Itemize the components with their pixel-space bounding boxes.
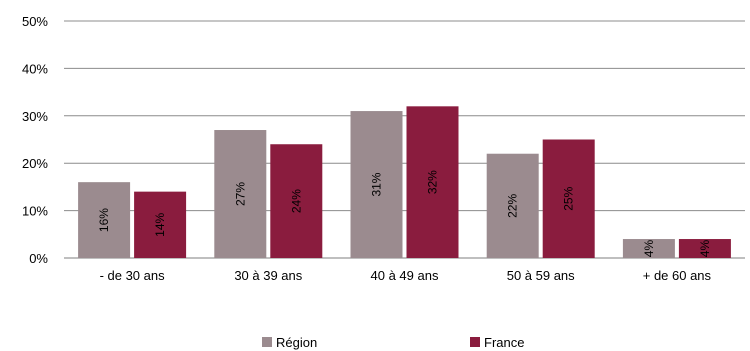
data-label: 27% — [233, 182, 247, 206]
data-label: 32% — [426, 170, 440, 194]
y-tick-label: 50% — [22, 14, 48, 29]
data-label: 22% — [506, 194, 520, 218]
data-label: 4% — [642, 240, 656, 258]
bar — [78, 182, 131, 258]
data-label: 4% — [698, 240, 712, 258]
legend-label: France — [484, 335, 524, 350]
data-label: 31% — [370, 172, 384, 196]
bar — [622, 239, 675, 258]
x-tick-label: 30 à 39 ans — [234, 268, 302, 283]
y-tick-label: 10% — [22, 204, 48, 219]
data-label: 25% — [562, 186, 576, 210]
legend-label: Région — [276, 335, 317, 350]
data-label: 16% — [97, 208, 111, 232]
data-label: 14% — [153, 212, 167, 236]
x-tick-label: - de 30 ans — [100, 268, 166, 283]
legend-swatch — [262, 337, 272, 347]
x-tick-label: + de 60 ans — [643, 268, 712, 283]
y-tick-label: 0% — [29, 251, 48, 266]
bar — [350, 111, 403, 258]
bar — [406, 106, 459, 258]
y-tick-label: 20% — [22, 156, 48, 171]
bar — [542, 139, 595, 258]
bar — [678, 239, 731, 258]
y-tick-label: 40% — [22, 61, 48, 76]
data-label: 24% — [289, 189, 303, 213]
bar — [214, 130, 267, 258]
x-tick-label: 40 à 49 ans — [371, 268, 439, 283]
x-tick-label: 50 à 59 ans — [507, 268, 575, 283]
bar — [486, 153, 539, 258]
legend-swatch — [470, 337, 480, 347]
bar — [134, 191, 187, 258]
y-tick-label: 30% — [22, 109, 48, 124]
bar — [270, 144, 323, 258]
